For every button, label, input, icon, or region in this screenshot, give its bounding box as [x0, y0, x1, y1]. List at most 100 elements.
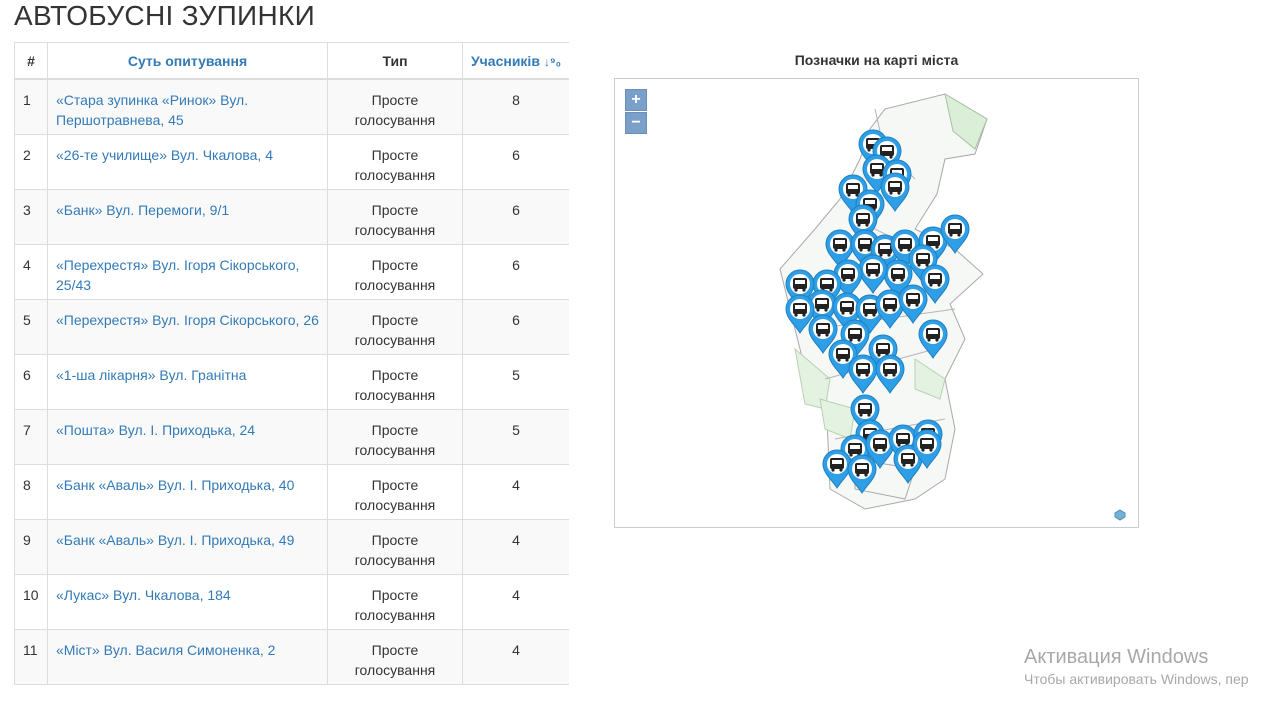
bus-marker-icon[interactable]: [898, 284, 928, 324]
poll-link[interactable]: «Пошта» Вул. І. Приходька, 24: [56, 421, 256, 438]
windows-activation-watermark: Активация Windows Чтобы активировать Win…: [1024, 646, 1249, 687]
row-subject: «Міст» Вул. Василя Симоненка, 2: [47, 628, 328, 685]
sort-numeric-desc-icon: ↓⁹₀: [543, 54, 562, 69]
row-count: 6: [462, 133, 569, 190]
row-type: Просте голосування: [327, 518, 463, 575]
row-subject: «1-ша лікарня» Вул. Гранітна: [47, 353, 328, 410]
poll-link[interactable]: «Лукас» Вул. Чкалова, 184: [56, 586, 231, 603]
poll-link[interactable]: «Стара зупинка «Ринок» Вул. Першотравнев…: [56, 92, 249, 128]
row-num: 7: [14, 408, 48, 465]
header-num: #: [14, 42, 48, 80]
table-row: 3 «Банк» Вул. Перемоги, 9/1 Просте голосув…: [14, 188, 569, 245]
table-row: 5 «Перехрестя» Вул. Ігоря Сікорського, 26…: [14, 298, 569, 355]
bus-marker-icon[interactable]: [893, 444, 923, 484]
row-subject: «Пошта» Вул. І. Приходька, 24: [47, 408, 328, 465]
bus-marker-icon[interactable]: [918, 319, 948, 359]
row-subject: «Лукас» Вул. Чкалова, 184: [47, 573, 328, 630]
map-markers[interactable]: [785, 129, 970, 494]
row-count: 6: [462, 243, 569, 300]
polls-table: # Суть опитування Тип Учасників ↓⁹₀ 1 «Ста…: [14, 42, 569, 685]
row-count: 4: [462, 463, 569, 520]
poll-link[interactable]: «26-те училище» Вул. Чкалова, 4: [56, 146, 273, 163]
row-subject: «Перехрестя» Вул. Ігоря Сікорського, 25/…: [47, 243, 328, 300]
row-subject: «Стара зупинка «Ринок» Вул. Першотравнев…: [47, 78, 328, 135]
watermark-line-2: Чтобы активировать Windows, пер: [1024, 671, 1249, 687]
row-count: 5: [462, 353, 569, 410]
row-subject: «Банк «Аваль» Вул. І. Приходька, 49: [47, 518, 328, 575]
row-count: 4: [462, 518, 569, 575]
poll-link[interactable]: «Перехрестя» Вул. Ігоря Сікорського, 26: [56, 311, 319, 328]
bus-marker-icon[interactable]: [825, 229, 855, 269]
map-canvas[interactable]: [615, 79, 1138, 527]
table-row: 2 «26-те училище» Вул. Чкалова, 4 Просте г…: [14, 133, 569, 190]
bus-marker-icon[interactable]: [862, 154, 892, 194]
table-header-row: # Суть опитування Тип Учасників ↓⁹₀: [14, 42, 569, 80]
row-num: 6: [14, 353, 48, 410]
poll-link[interactable]: «Міст» Вул. Василя Симоненка, 2: [56, 641, 276, 658]
bus-marker-icon[interactable]: [875, 289, 905, 329]
bus-marker-icon[interactable]: [880, 172, 910, 212]
row-count: 6: [462, 298, 569, 355]
row-num: 10: [14, 573, 48, 630]
poll-link[interactable]: «Банк «Аваль» Вул. І. Приходька, 40: [56, 476, 295, 493]
row-subject: «Банк «Аваль» Вул. І. Приходька, 40: [47, 463, 328, 520]
row-num: 2: [14, 133, 48, 190]
row-type: Просте голосування: [327, 133, 463, 190]
map-attribution-icon[interactable]: [1114, 509, 1126, 521]
row-num: 4: [14, 243, 48, 300]
table-row: 6 «1-ша лікарня» Вул. Гранітна Просте голо…: [14, 353, 569, 410]
polls-table-container: # Суть опитування Тип Учасників ↓⁹₀ 1 «Ста…: [14, 42, 569, 722]
table-row: 4 «Перехрестя» Вул. Ігоря Сікорського, 25…: [14, 243, 569, 300]
table-row: 9 «Банк «Аваль» Вул. І. Приходька, 49 Прос…: [14, 518, 569, 575]
row-type: Просте голосування: [327, 188, 463, 245]
row-type: Просте голосування: [327, 628, 463, 685]
row-num: 3: [14, 188, 48, 245]
bus-marker-icon[interactable]: [808, 314, 838, 354]
row-num: 1: [14, 78, 48, 135]
row-count: 4: [462, 628, 569, 685]
table-row: 8 «Банк «Аваль» Вул. І. Приходька, 40 Прос…: [14, 463, 569, 520]
bus-marker-icon[interactable]: [920, 264, 950, 304]
table-row: 10 «Лукас» Вул. Чкалова, 184 Просте голосу…: [14, 573, 569, 630]
zoom-in-button[interactable]: +: [625, 89, 647, 111]
poll-link[interactable]: «Банк» Вул. Перемоги, 9/1: [56, 201, 230, 218]
row-count: 5: [462, 408, 569, 465]
row-count: 6: [462, 188, 569, 245]
bus-marker-icon[interactable]: [822, 449, 852, 489]
map-title: Позначки на карті міста: [794, 52, 959, 68]
table-row: 11 «Міст» Вул. Василя Симоненка, 2 Просте …: [14, 628, 569, 685]
row-type: Просте голосування: [327, 408, 463, 465]
city-map[interactable]: + −: [614, 78, 1139, 528]
bus-marker-icon[interactable]: [865, 429, 895, 469]
poll-link[interactable]: «Перехрестя» Вул. Ігоря Сікорського, 25/…: [56, 256, 300, 293]
row-subject: «26-те училище» Вул. Чкалова, 4: [47, 133, 328, 190]
header-count[interactable]: Учасників ↓⁹₀: [462, 42, 569, 80]
bus-marker-icon[interactable]: [785, 294, 815, 334]
header-type: Тип: [327, 42, 463, 80]
bus-marker-icon[interactable]: [875, 354, 905, 394]
header-subject[interactable]: Суть опитування: [47, 42, 328, 80]
poll-link[interactable]: «Банк «Аваль» Вул. І. Приходька, 49: [56, 531, 295, 548]
row-type: Просте голосування: [327, 463, 463, 520]
row-count: 8: [462, 78, 569, 135]
table-row: 7 «Пошта» Вул. І. Приходька, 24 Просте гол…: [14, 408, 569, 465]
bus-marker-icon[interactable]: [847, 454, 877, 494]
bus-marker-icon[interactable]: [912, 429, 942, 469]
row-type: Просте голосування: [327, 573, 463, 630]
row-num: 9: [14, 518, 48, 575]
bus-marker-icon[interactable]: [848, 354, 878, 394]
page-title: АВТОБУСНІ ЗУПИНКИ: [14, 0, 316, 31]
bus-marker-icon[interactable]: [940, 214, 970, 254]
poll-link[interactable]: «1-ша лікарня» Вул. Гранітна: [56, 366, 247, 383]
row-subject: «Перехрестя» Вул. Ігоря Сікорського, 26: [47, 298, 328, 355]
header-count-label: Учасників: [470, 52, 540, 69]
table-row: 1 «Стара зупинка «Ринок» Вул. Першотравне…: [14, 78, 569, 135]
row-type: Просте голосування: [327, 243, 463, 300]
row-num: 5: [14, 298, 48, 355]
row-num: 11: [14, 628, 48, 685]
row-num: 8: [14, 463, 48, 520]
zoom-out-button[interactable]: −: [625, 112, 647, 134]
row-subject: «Банк» Вул. Перемоги, 9/1: [47, 188, 328, 245]
bus-marker-icon[interactable]: [833, 259, 863, 299]
watermark-line-1: Активация Windows: [1024, 646, 1209, 668]
